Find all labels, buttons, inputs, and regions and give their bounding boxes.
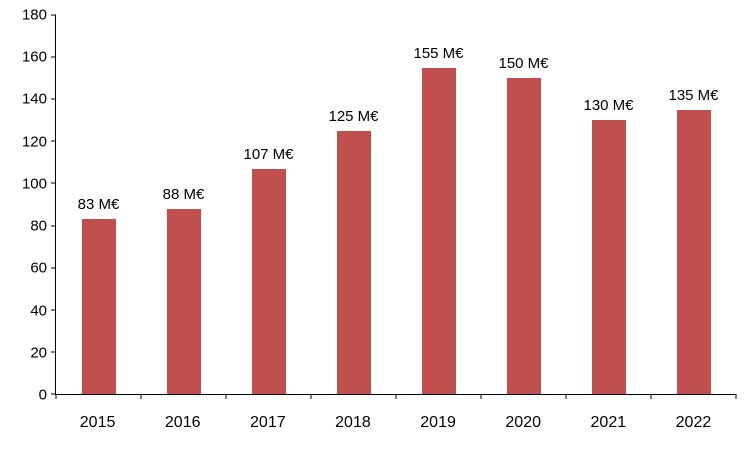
- bar-2016: [166, 208, 201, 394]
- bar-slot: 150 M€: [481, 15, 566, 394]
- bar-value-label: 155 M€: [413, 44, 464, 62]
- bar-2020: [506, 78, 541, 394]
- x-axis-tick: [565, 394, 567, 399]
- y-axis-tick: [51, 98, 56, 100]
- x-axis-label: 2019: [420, 414, 456, 431]
- bar-2022: [676, 109, 711, 394]
- y-axis-tick: [51, 140, 56, 142]
- bar-2017: [251, 168, 286, 394]
- bar-2018: [336, 130, 371, 394]
- y-tick-label: 100: [21, 175, 47, 193]
- y-tick-label: 0: [38, 386, 47, 404]
- x-axis: 2015 2016 2017 2018 2019 2020 2021 2022: [55, 408, 736, 438]
- x-axis-tick: [480, 394, 482, 399]
- x-axis-tick: [735, 394, 737, 399]
- bar-2021: [591, 120, 626, 394]
- bar-value-label: 125 M€: [328, 107, 379, 125]
- plot-area: 83 M€ 88 M€ 107 M€ 125 M€ 155 M€ 150 M€ 130 M€…: [51, 14, 737, 399]
- y-axis-tick: [51, 182, 56, 184]
- x-axis-tick: [55, 394, 57, 399]
- y-tick-label: 180: [21, 6, 47, 24]
- x-axis-label: 2018: [335, 414, 371, 431]
- bar-slot: 88 M€: [141, 15, 226, 394]
- bar-slot: 83 M€: [56, 15, 141, 394]
- y-axis-tick: [51, 14, 56, 16]
- y-axis-tick: [51, 351, 56, 353]
- y-axis-tick: [51, 56, 56, 58]
- x-axis-label: 2015: [79, 414, 116, 431]
- bar-value-label: 88 M€: [162, 185, 205, 203]
- bar-value-label: 150 M€: [498, 55, 549, 73]
- x-axis-tick: [395, 394, 397, 399]
- x-axis-tick: [310, 394, 312, 399]
- bar-slot: 155 M€: [396, 15, 481, 394]
- y-tick-label: 40: [30, 302, 47, 320]
- bar-value-label: 130 M€: [583, 97, 634, 115]
- bar-slot: 125 M€: [311, 15, 396, 394]
- bar-value-label: 83 M€: [77, 196, 120, 214]
- x-axis-label: 2020: [505, 414, 541, 431]
- x-axis-tick: [140, 394, 142, 399]
- y-tick-label: 60: [30, 259, 47, 277]
- bar-value-label: 107 M€: [243, 145, 294, 163]
- x-axis-tick: [225, 394, 227, 399]
- y-axis-tick: [51, 393, 56, 395]
- x-axis-label: 2021: [590, 414, 627, 431]
- bar-2015: [81, 219, 116, 394]
- y-tick-label: 80: [30, 217, 47, 235]
- bar-slot: 135 M€: [651, 15, 736, 394]
- y-tick-label: 20: [30, 344, 47, 362]
- y-tick-label: 140: [21, 90, 47, 108]
- bar-slot: 130 M€: [566, 15, 651, 394]
- y-axis-tick: [51, 267, 56, 269]
- bar-slot: 107 M€: [226, 15, 311, 394]
- y-axis: 0 20 40 60 80 100 120 140 160 180: [0, 8, 47, 403]
- y-tick-label: 160: [21, 48, 47, 66]
- x-axis-label: 2016: [164, 414, 201, 431]
- x-axis-tick: [650, 394, 652, 399]
- bar-2019: [421, 67, 456, 394]
- x-axis-label: 2017: [250, 414, 286, 431]
- x-axis-label: 2022: [675, 414, 712, 431]
- y-axis-tick: [51, 309, 56, 311]
- y-tick-label: 120: [21, 133, 47, 151]
- bar-value-label: 135 M€: [668, 86, 719, 104]
- y-axis-tick: [51, 225, 56, 227]
